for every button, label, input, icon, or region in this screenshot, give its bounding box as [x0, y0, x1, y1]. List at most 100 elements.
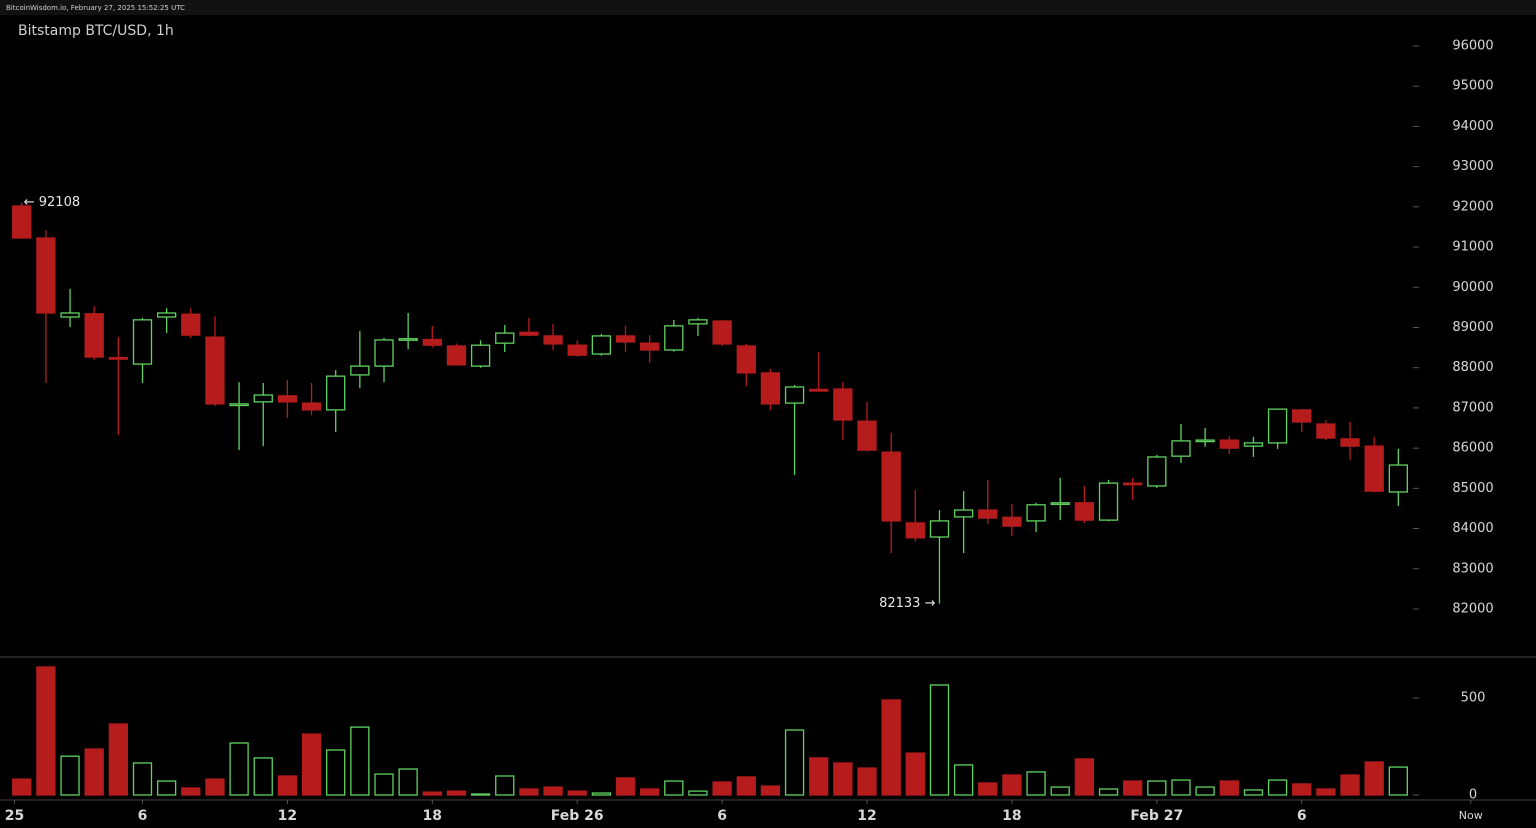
volume-bar [60, 755, 80, 796]
volume-bar [350, 726, 370, 796]
candle-body [760, 372, 781, 405]
candle-body [326, 375, 346, 411]
candle-body [229, 403, 249, 407]
x-tick-label: 6 [1297, 808, 1307, 824]
candle-body [398, 338, 418, 341]
volume-bar [108, 723, 128, 796]
candle-body [108, 356, 128, 360]
y-tick-label: 82000 [1452, 601, 1493, 616]
header-text: BitcoinWisdom.io, February 27, 2025 15:5… [6, 4, 185, 12]
volume-bar [205, 778, 225, 796]
volume-bar [1364, 761, 1384, 796]
candle-body [1243, 442, 1264, 447]
y-tick-label: 94000 [1452, 119, 1493, 134]
volume-bar [784, 729, 805, 796]
y-tick-label: 88000 [1452, 360, 1493, 375]
x-tick-label: 18 [423, 808, 442, 824]
candle-body [446, 345, 467, 366]
candle-body [495, 332, 515, 344]
volume-bar [277, 775, 298, 796]
candle-body [1267, 408, 1288, 444]
candle-body [1316, 423, 1336, 439]
y-tick-label: 86000 [1452, 441, 1493, 456]
candle-body [1364, 445, 1384, 492]
candle-body [350, 365, 370, 376]
volume-bar [446, 790, 467, 796]
volume-bar [688, 790, 708, 796]
candle-body [374, 339, 394, 367]
candle-body [784, 386, 805, 404]
volume-bar [736, 776, 756, 796]
volume-bar [809, 757, 829, 796]
candle-body [1098, 482, 1119, 521]
candle-body [1388, 464, 1408, 493]
candle-body [688, 319, 708, 325]
x-tick-label: 6 [717, 808, 727, 824]
volume-bar [36, 666, 56, 796]
candle-body [978, 509, 998, 519]
volume-bar [543, 786, 563, 796]
candle-body [470, 344, 491, 367]
candle-body [1292, 409, 1312, 423]
y-tick-label: 90000 [1452, 280, 1493, 295]
candle-body [1171, 440, 1191, 457]
volume-bar [760, 785, 781, 796]
volume-bar [1267, 779, 1288, 796]
candle-body [881, 451, 901, 522]
y-tick-label: 96000 [1452, 38, 1493, 53]
volume-bar [1243, 789, 1264, 796]
volume-tick-label: 500 [1461, 691, 1486, 706]
candle-body [12, 205, 32, 239]
y-tick-label: 85000 [1452, 481, 1493, 496]
volume-bar [1074, 758, 1095, 796]
x-tick-label: Now [1459, 809, 1483, 822]
volume-bar [615, 777, 636, 796]
volume-bar [664, 780, 684, 796]
candle-body [156, 312, 177, 318]
volume-bar [1002, 774, 1022, 796]
candle-body [253, 394, 273, 403]
volume-bar [1219, 780, 1239, 796]
volume-bar [978, 782, 998, 796]
volume-bar [422, 791, 442, 796]
volume-bar [1147, 780, 1167, 796]
y-tick-label: 92000 [1452, 199, 1493, 214]
volume-bar [1171, 779, 1191, 796]
volume-bar [132, 762, 153, 796]
candle-body [905, 522, 925, 539]
candle-body [519, 331, 539, 336]
candle-body [84, 313, 104, 358]
x-tick-label: 25 [5, 808, 24, 824]
volume-bar [1292, 783, 1312, 796]
candle-body [1074, 502, 1095, 521]
price-annotation: ← 92108 [24, 195, 80, 210]
y-tick-label: 83000 [1452, 561, 1493, 576]
candle-body [857, 420, 877, 451]
volume-bar [905, 752, 925, 796]
x-tick-label: Feb 27 [1130, 808, 1183, 824]
candle-body [615, 335, 636, 343]
volume-bar [398, 768, 418, 796]
volume-bar [929, 684, 950, 796]
volume-bar [1050, 786, 1070, 796]
y-tick-label: 84000 [1452, 521, 1493, 536]
volume-bar [1388, 766, 1408, 796]
candle-body [543, 335, 563, 345]
volume-bar [712, 781, 732, 796]
candle-body [132, 319, 153, 365]
candle-body [1147, 456, 1167, 487]
candle-body [712, 320, 732, 345]
volume-bar [881, 699, 901, 796]
candle-body [1123, 482, 1143, 486]
volume-bar [1123, 780, 1143, 796]
candle-body [953, 509, 974, 518]
candle-body [205, 336, 225, 405]
volume-bar [229, 742, 249, 796]
candle-body [1219, 439, 1239, 449]
volume-bar [1195, 786, 1215, 796]
volume-bar [495, 775, 515, 796]
volume-bar [470, 793, 491, 796]
candle-body [301, 402, 322, 411]
